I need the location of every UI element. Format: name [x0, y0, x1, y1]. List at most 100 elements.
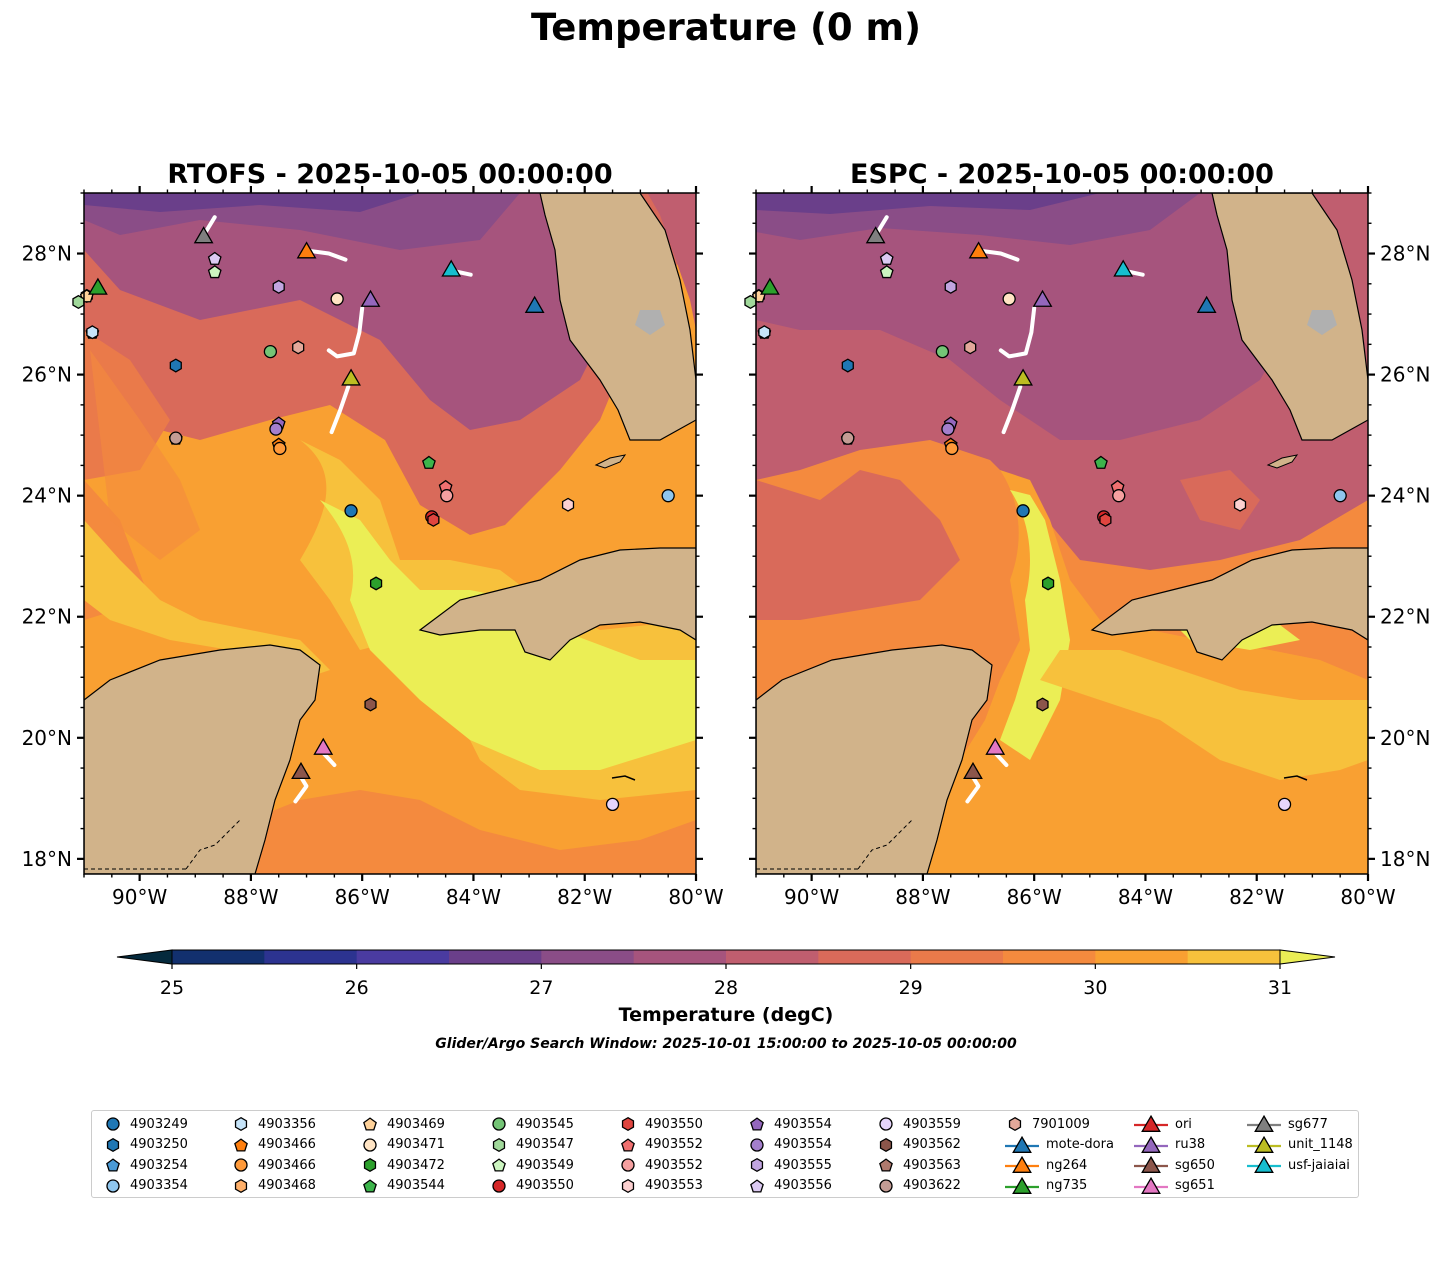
- legend-platform-marker: [234, 1178, 248, 1193]
- legend-platform-marker: [621, 1137, 635, 1151]
- legend-item-label: 4903468: [258, 1178, 316, 1193]
- espc-x-axis: 90°W 88°W 86°W 84°W 82°W 80°W: [755, 186, 1396, 909]
- espc-x-tick-label: 84°W: [1118, 885, 1173, 909]
- legend-marker-swatch: [1008, 1116, 1022, 1132]
- colorbar-segment: [264, 950, 358, 964]
- legend-item-4903554: 4903554: [746, 1114, 832, 1134]
- legend-item-4903547: 4903547: [488, 1135, 574, 1155]
- legend-marker-swatch: [621, 1178, 635, 1193]
- espc-y-tick-label: 20°N: [1380, 726, 1430, 750]
- legend-marker-swatch: [363, 1117, 377, 1131]
- legend-item-ng264: ng264: [1004, 1155, 1087, 1175]
- rtofs-platform-4903554: [269, 422, 283, 436]
- legend-marker-swatch: [492, 1137, 506, 1152]
- espc-glider-mote-dora: [1196, 295, 1217, 313]
- espc-platform-4903547: [744, 294, 757, 310]
- legend-item-4903472: 4903472: [359, 1155, 445, 1175]
- rtofs-platform-4903559: [605, 797, 620, 812]
- espc-y-tick-label: 18°N: [1380, 847, 1430, 871]
- rtofs-platform-4903547: [72, 294, 85, 310]
- espc-glider-sg651: [985, 737, 1006, 755]
- rtofs-x-tick-label: 84°W: [446, 885, 501, 909]
- colorbar-tick-label: 25: [160, 977, 184, 999]
- legend-platform-marker: [492, 1137, 506, 1152]
- rtofs-glider-ru38: [360, 289, 381, 307]
- legend-item-label: 4903550: [645, 1116, 703, 1132]
- rtofs-x-tick-label: 82°W: [557, 885, 612, 909]
- rtofs-glider-mote-dora: [524, 295, 545, 313]
- legend-item-label: 4903559: [903, 1116, 961, 1132]
- colorbar-ticks: 25 26 27 28 29 30 31: [160, 964, 1292, 999]
- rtofs-y-tick-label: 18°N: [22, 847, 72, 871]
- espc-platform-4903553: [1233, 497, 1247, 512]
- legend-marker-swatch: [879, 1178, 893, 1193]
- espc-track-sg650: [965, 775, 981, 804]
- legend-marker-swatch: [750, 1178, 764, 1192]
- legend-item-4903250: 4903250: [102, 1135, 188, 1155]
- legend-item-label: 4903554: [774, 1116, 832, 1132]
- legend-item-label: 4903545: [516, 1116, 574, 1132]
- espc-y-tick-label: 26°N: [1380, 363, 1430, 387]
- legend-item-label: 4903562: [903, 1137, 961, 1152]
- legend: 4903249 4903250 4903254 4903354 4903356 49034…: [91, 1110, 1359, 1198]
- legend-item-label: 4903356: [258, 1116, 316, 1132]
- rtofs-glider-tracks: [201, 215, 473, 804]
- legend-marker-swatch: [363, 1178, 377, 1192]
- rtofs-track-sg650: [293, 775, 309, 804]
- colorbar-tick-label: 31: [1268, 977, 1292, 999]
- rtofs-map-panel: RTOFS - 2025-10-05 00:00:00 90°W 88°W 86°W…: [22, 159, 724, 909]
- legend-item-label: ru38: [1175, 1137, 1206, 1152]
- legend-platform-marker: [492, 1117, 506, 1131]
- legend-item-label: 4903556: [774, 1178, 832, 1193]
- legend-item-label: unit_1148: [1288, 1137, 1353, 1152]
- espc-platform-4903549: [879, 265, 894, 279]
- legend-item-4903544: 4903544: [359, 1176, 445, 1196]
- legend-item-ru38: ru38: [1133, 1135, 1205, 1155]
- legend-glider-swatch: [1134, 1135, 1168, 1153]
- espc-land: [756, 193, 1368, 874]
- rtofs-platform-4903356: [86, 325, 99, 340]
- legend-item-4903468: 4903468: [230, 1176, 316, 1196]
- legend-item-4903466: 4903466: [230, 1135, 316, 1155]
- legend-item-label: 4903544: [387, 1178, 445, 1193]
- legend-marker-swatch: [234, 1158, 248, 1172]
- legend-glider-swatch: [1134, 1176, 1168, 1194]
- colorbar-tick-label: 26: [345, 977, 369, 999]
- legend-item-usf-jaiaiai: usf-jaiaiai: [1246, 1155, 1350, 1175]
- rtofs-y-tick-label: 24°N: [22, 484, 72, 508]
- legend-platform-marker: [106, 1178, 120, 1193]
- legend-platform-marker: [234, 1116, 248, 1132]
- rtofs-glider-ng264: [296, 241, 317, 259]
- rtofs-platform-4903552: [440, 489, 454, 503]
- legend-item-7901009: 7901009: [1004, 1114, 1090, 1134]
- rtofs-glider-unit-1148: [341, 368, 361, 386]
- rtofs-glider-usf-jaiaiai: [441, 259, 462, 277]
- legend-platform-marker: [363, 1117, 377, 1131]
- colorbar-segment: [818, 950, 912, 964]
- legend-platform-marker: [106, 1158, 120, 1172]
- espc-glider-ng735: [760, 277, 780, 295]
- espc-x-tick-label: 90°W: [784, 885, 839, 909]
- legend-item-label: ng264: [1046, 1157, 1088, 1173]
- legend-item-unit-1148: unit_1148: [1246, 1135, 1353, 1155]
- legend-platform-marker: [106, 1137, 120, 1152]
- legend-item-ori: ori: [1133, 1114, 1192, 1134]
- espc-y-tick-label: 22°N: [1380, 605, 1430, 629]
- legend-platform-marker: [621, 1178, 635, 1193]
- espc-y-tick-label: 24°N: [1380, 484, 1430, 508]
- legend-glider-marker: [1254, 1114, 1274, 1132]
- legend-item-4903356: 4903356: [230, 1114, 316, 1134]
- legend-marker-swatch: [621, 1158, 635, 1172]
- legend-item-label: sg677: [1288, 1116, 1328, 1132]
- colorbar-segment: [633, 950, 727, 964]
- legend-item-4903545: 4903545: [488, 1114, 574, 1134]
- espc-markers: [744, 226, 1347, 812]
- rtofs-platform-4903550: [427, 512, 440, 527]
- espc-platform-4903550: [1099, 512, 1112, 527]
- legend-platform-marker: [879, 1178, 893, 1193]
- legend-item-label: 4903549: [516, 1157, 574, 1173]
- rtofs-platform-4903556: [207, 251, 222, 265]
- legend-item-label: 4903471: [387, 1137, 445, 1152]
- legend-platform-marker: [234, 1158, 248, 1172]
- legend-item-4903354: 4903354: [102, 1176, 188, 1196]
